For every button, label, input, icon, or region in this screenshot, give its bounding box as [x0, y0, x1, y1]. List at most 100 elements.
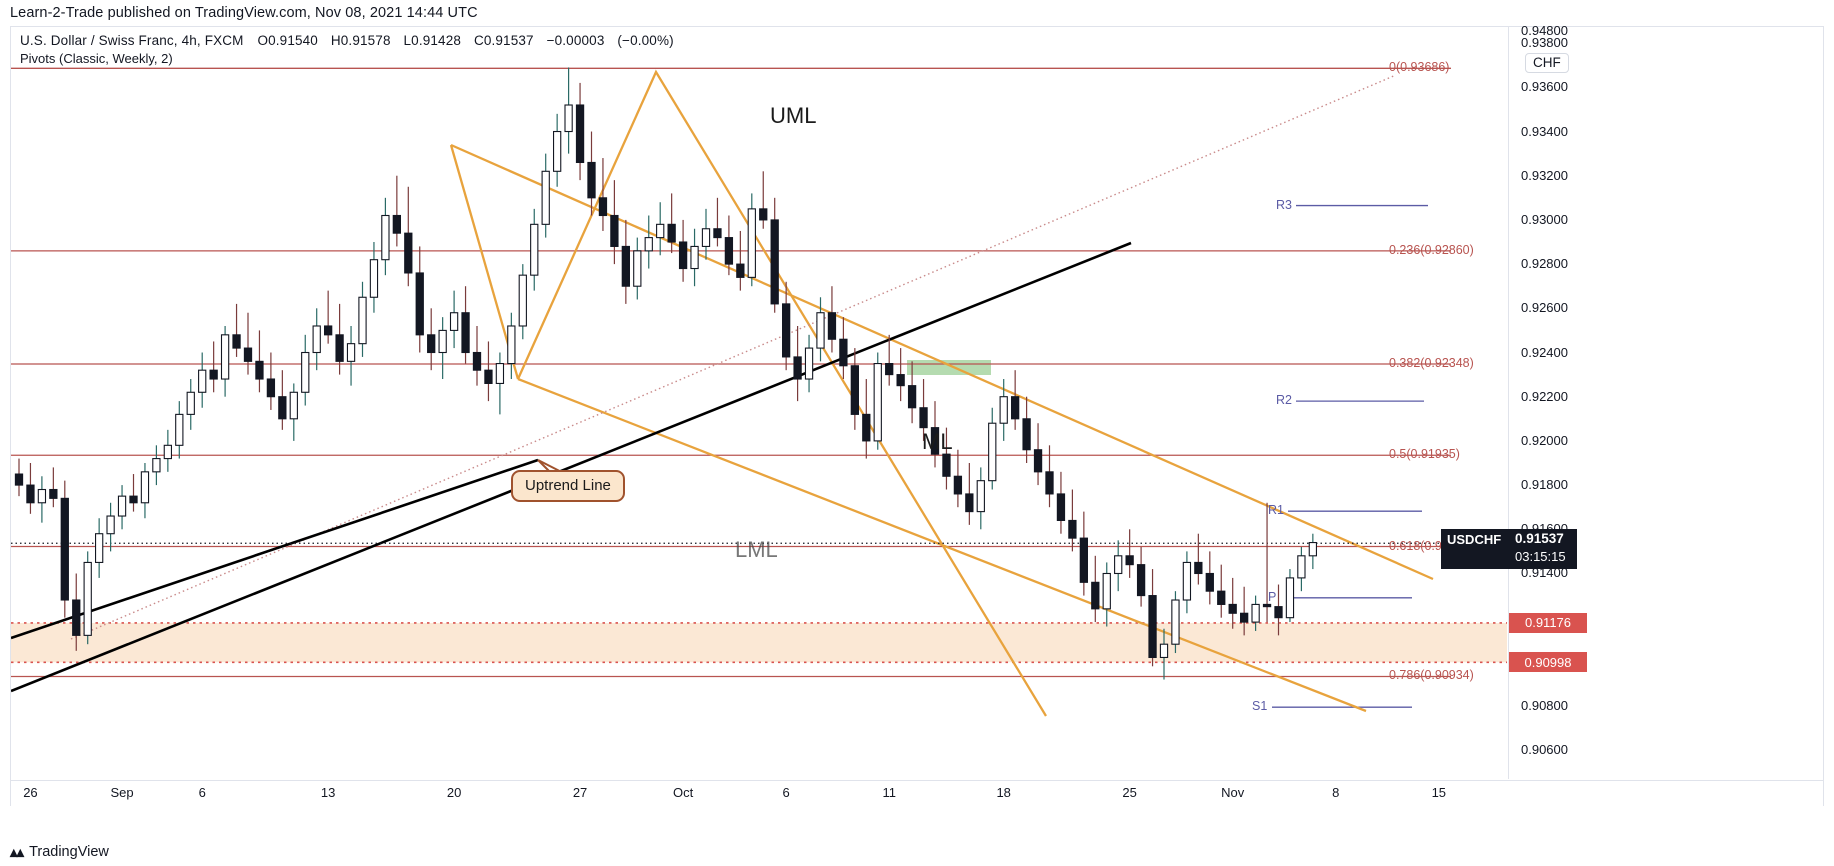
legend-low: L0.91428: [403, 33, 462, 48]
candle: [1217, 564, 1226, 618]
candle: [323, 290, 333, 344]
candle: [461, 286, 470, 364]
candle: [1262, 502, 1272, 623]
candle: [827, 286, 837, 353]
candle: [988, 407, 997, 490]
legend-change: −0.00003: [546, 33, 605, 48]
candle: [530, 208, 539, 291]
time-axis-tick: 18: [996, 785, 1011, 800]
time-axis-tick: 11: [882, 785, 896, 800]
candle: [678, 219, 688, 282]
candle: [484, 341, 493, 402]
uptrend-line-callout[interactable]: Uptrend Line: [511, 470, 625, 502]
pivot-level-label: S1: [1252, 699, 1268, 714]
candle: [1228, 577, 1237, 629]
chart-legend: U.S. Dollar / Swiss Franc, 4h, FXCM O0.9…: [20, 33, 683, 48]
time-axis-tick: 25: [1122, 785, 1137, 800]
candle: [644, 215, 653, 269]
price-axis-tick: 0.91800: [1521, 477, 1568, 493]
candle: [919, 379, 928, 441]
candle: [713, 197, 722, 247]
candle: [1125, 529, 1134, 578]
price-axis-tick: 0.92400: [1521, 344, 1568, 360]
candle: [209, 341, 218, 393]
zone-price-tag: 0.90998: [1509, 652, 1587, 673]
candle: [1010, 370, 1020, 430]
uml-label: UML: [770, 103, 817, 128]
candle: [965, 462, 974, 525]
pivot-level-label: R3: [1276, 197, 1292, 212]
candle: [1114, 540, 1123, 592]
pivot-level-label: R2: [1276, 393, 1292, 408]
legend-open: O0.91540: [257, 33, 318, 48]
candle: [220, 325, 230, 397]
candle: [1251, 595, 1260, 631]
price-axis-tick: 0.93000: [1521, 211, 1568, 227]
candle: [175, 401, 184, 459]
price-scale[interactable]: CHF 0.94800 0.93800 0.93600 0.93400 0.93200 0…: [1441, 23, 1823, 779]
price-axis-tick: 0.93600: [1521, 79, 1568, 95]
candle: [163, 429, 172, 472]
candle: [1171, 591, 1180, 654]
candle: [942, 427, 951, 490]
candle: [564, 67, 573, 154]
candle: [186, 379, 195, 430]
candle: [862, 379, 871, 459]
candle: [26, 462, 35, 514]
uptrend-line-secondary: [11, 458, 539, 640]
time-axis-tick: 20: [446, 785, 462, 800]
candle: [1079, 511, 1088, 596]
legend-high: H0.91578: [330, 33, 391, 48]
green-highlight-box: [907, 360, 991, 375]
support-zone-rect: [11, 622, 1507, 664]
candle: [152, 445, 161, 486]
candle: [885, 334, 894, 386]
candle: [759, 171, 768, 229]
candle: [575, 82, 585, 181]
price-axis-tick: 0.92600: [1521, 300, 1568, 316]
candle: [793, 325, 802, 402]
tradingview-logo-icon: ▴▴: [10, 844, 24, 861]
candle: [907, 361, 917, 424]
price-axis-tick: 0.92000: [1521, 432, 1568, 448]
candle: [610, 180, 619, 265]
candle: [747, 193, 756, 287]
candle: [289, 383, 298, 441]
candle: [850, 348, 859, 430]
time-axis-tick: Nov: [1221, 785, 1245, 800]
currency-badge: CHF: [1525, 53, 1569, 73]
candle: [552, 113, 562, 187]
candle: [129, 474, 138, 512]
last-price-tag: USDCHF 0.91537 03:15:15: [1441, 529, 1577, 570]
pivot-level-label: P: [1268, 589, 1277, 604]
price-axis-tick: 0.93800: [1521, 35, 1568, 51]
candle: [278, 370, 287, 430]
candle: [346, 325, 356, 386]
candle: [37, 476, 47, 523]
time-axis-tick: 15: [1431, 785, 1447, 800]
candle: [243, 312, 253, 375]
candle: [633, 237, 642, 300]
candle: [117, 485, 127, 530]
fib-retracement-lines: [11, 67, 1451, 678]
candle: [140, 462, 150, 519]
candle: [1240, 586, 1249, 636]
candle: [873, 352, 882, 450]
candle: [839, 317, 848, 380]
candle: [976, 467, 985, 530]
bar-countdown: 03:15:15: [1515, 549, 1566, 565]
candlestick-series: [14, 67, 1317, 680]
candle: [598, 158, 608, 231]
candle: [301, 334, 310, 406]
chart-plot-area[interactable]: [11, 27, 1507, 779]
uptrend-line-main: [11, 241, 1132, 693]
tradingview-brand: ▴▴ TradingView: [10, 843, 109, 861]
candle: [1068, 489, 1077, 552]
time-scale[interactable]: 26 Sep 6 13 20 27 Oct 6 11 18 25 Nov 8 15: [11, 780, 1823, 806]
candle: [724, 215, 734, 276]
candle: [781, 281, 791, 371]
legend-symbol-title: U.S. Dollar / Swiss Franc, 4h, FXCM: [20, 33, 244, 48]
time-axis-tick: Sep: [110, 785, 134, 800]
candle: [621, 219, 630, 304]
zone-price-tag: 0.91176: [1509, 612, 1587, 633]
